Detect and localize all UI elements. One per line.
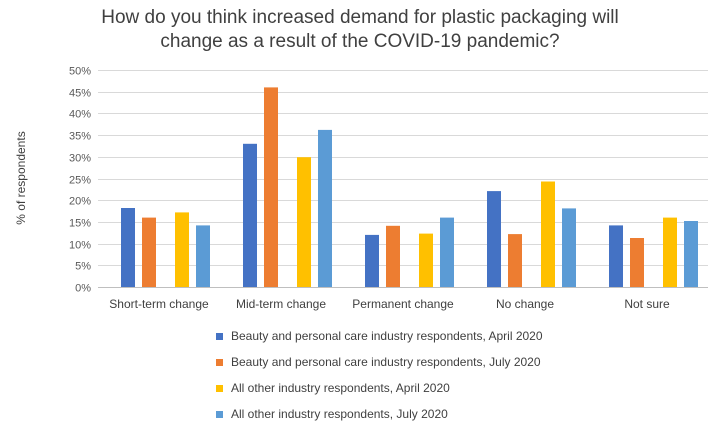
legend-swatch <box>216 384 223 392</box>
legend-label: All other industry respondents, April 20… <box>231 381 450 395</box>
bar <box>365 234 379 287</box>
legend-swatch <box>216 358 223 366</box>
bar <box>630 238 644 287</box>
chart-title-line-1: How do you think increased demand for pl… <box>101 7 619 28</box>
x-tick-label: Not sure <box>624 297 670 311</box>
y-tick-label: 20% <box>69 196 91 208</box>
y-tick-label: 40% <box>69 109 91 121</box>
chart-title: How do you think increased demand for pl… <box>60 6 660 54</box>
bar <box>609 225 623 287</box>
chart-title-line-2: change as a result of the COVID-19 pande… <box>160 31 560 52</box>
legend-swatch <box>216 410 223 418</box>
bar <box>142 217 156 287</box>
legend-entry: All other industry respondents, July 202… <box>216 401 543 427</box>
bar <box>508 234 522 287</box>
legend-entry: All other industry respondents, April 20… <box>216 375 543 401</box>
bar <box>297 157 311 287</box>
x-tick-label: Permanent change <box>352 297 454 311</box>
y-tick-label: 5% <box>75 261 91 273</box>
bar-chart: 0% 5% 10% 15% 20% 25% 30% 35% 40% 45% 50% Short-ter… <box>69 66 708 311</box>
bar <box>121 208 135 287</box>
legend-label: Beauty and personal care industry respon… <box>231 329 543 343</box>
y-tick-label: 0% <box>75 283 91 295</box>
x-tick-label: Mid-term change <box>236 297 326 311</box>
x-tick-label: No change <box>496 297 554 311</box>
legend-entry: Beauty and personal care industry respon… <box>216 349 543 375</box>
legend-label: All other industry respondents, July 202… <box>231 407 448 421</box>
x-tick-label: Short-term change <box>109 297 209 311</box>
bar <box>243 143 257 287</box>
y-tick-label: 25% <box>69 175 91 187</box>
y-tick-label: 35% <box>69 131 91 143</box>
bar <box>196 225 210 287</box>
bar <box>440 217 454 287</box>
bar <box>419 233 433 287</box>
legend-entry: Beauty and personal care industry respon… <box>216 323 543 349</box>
bar <box>318 129 332 287</box>
bar <box>562 208 576 287</box>
legend-label: Beauty and personal care industry respon… <box>231 355 541 369</box>
bar <box>684 221 698 287</box>
y-tick-label: 50% <box>69 66 91 78</box>
bar <box>264 87 278 288</box>
y-tick-label: 30% <box>69 153 91 165</box>
bar <box>663 217 677 287</box>
y-tick-label: 15% <box>69 218 91 230</box>
bar <box>175 212 189 287</box>
bar <box>487 191 501 287</box>
y-tick-label: 10% <box>69 240 91 252</box>
bar <box>386 225 400 287</box>
y-tick-label: 45% <box>69 88 91 100</box>
legend: Beauty and personal care industry respon… <box>216 323 543 427</box>
bar <box>541 181 555 287</box>
legend-swatch <box>216 332 223 340</box>
